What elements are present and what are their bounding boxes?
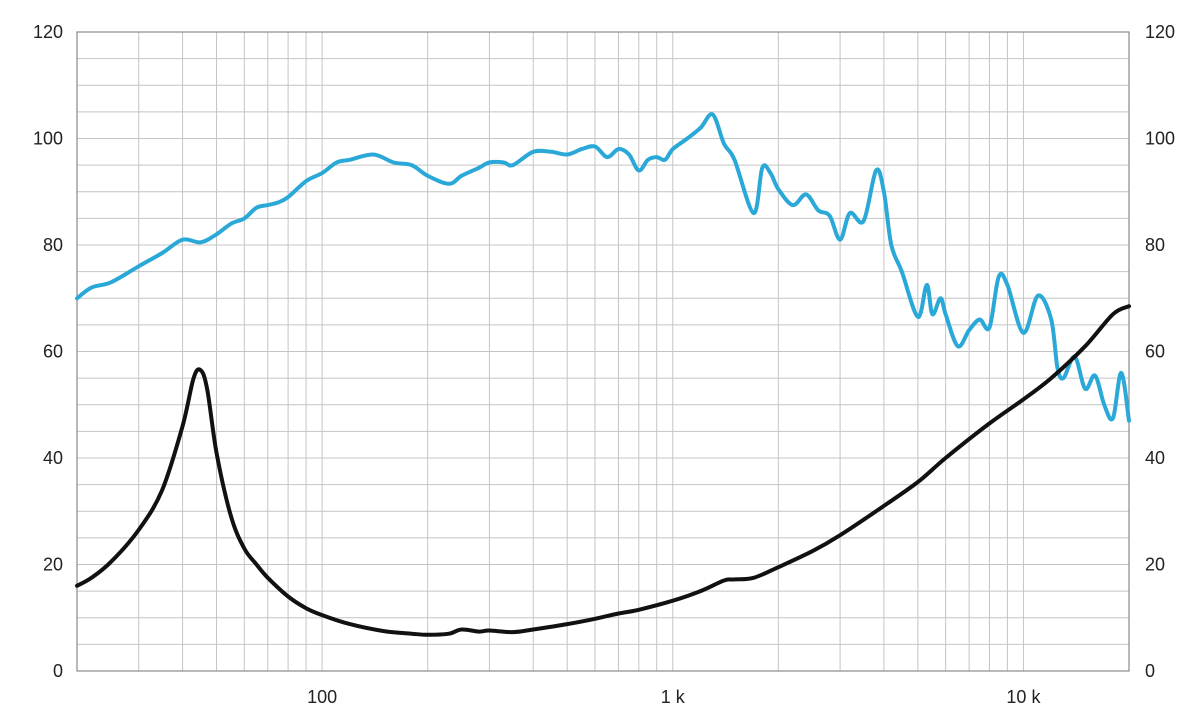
left-y-axis-ticks: 0 20 40 60 80 100 120 [33,22,63,681]
series-line-2 [75,304,1131,637]
y-tick-label-right: 120 [1145,22,1175,42]
series-line-1 [75,112,1131,423]
plot-frame [76,31,1130,672]
y-tick-label-left: 40 [43,448,63,468]
y-tick-label-right: 20 [1145,555,1165,575]
x-axis-ticks: 100 1 k 10 k [307,687,1041,707]
x-tick-label: 1 k [661,687,686,707]
y-tick-label-left: 120 [33,22,63,42]
x-tick-label: 10 k [1006,687,1041,707]
right-y-axis-ticks: 0 20 40 60 80 100 120 [1145,22,1175,681]
y-tick-label-left: 100 [33,129,63,149]
y-tick-label-left: 20 [43,555,63,575]
y-tick-label-left: 80 [43,235,63,255]
y-tick-label-left: 60 [43,342,63,362]
y-tick-label-right: 60 [1145,342,1165,362]
y-tick-label-right: 40 [1145,448,1165,468]
x-tick-label: 100 [307,687,337,707]
grid-lines [77,32,1129,671]
y-tick-label-left: 0 [53,661,63,681]
y-tick-label-right: 100 [1145,129,1175,149]
series-layer [75,112,1131,637]
y-tick-label-right: 0 [1145,661,1155,681]
y-tick-label-right: 80 [1145,235,1165,255]
